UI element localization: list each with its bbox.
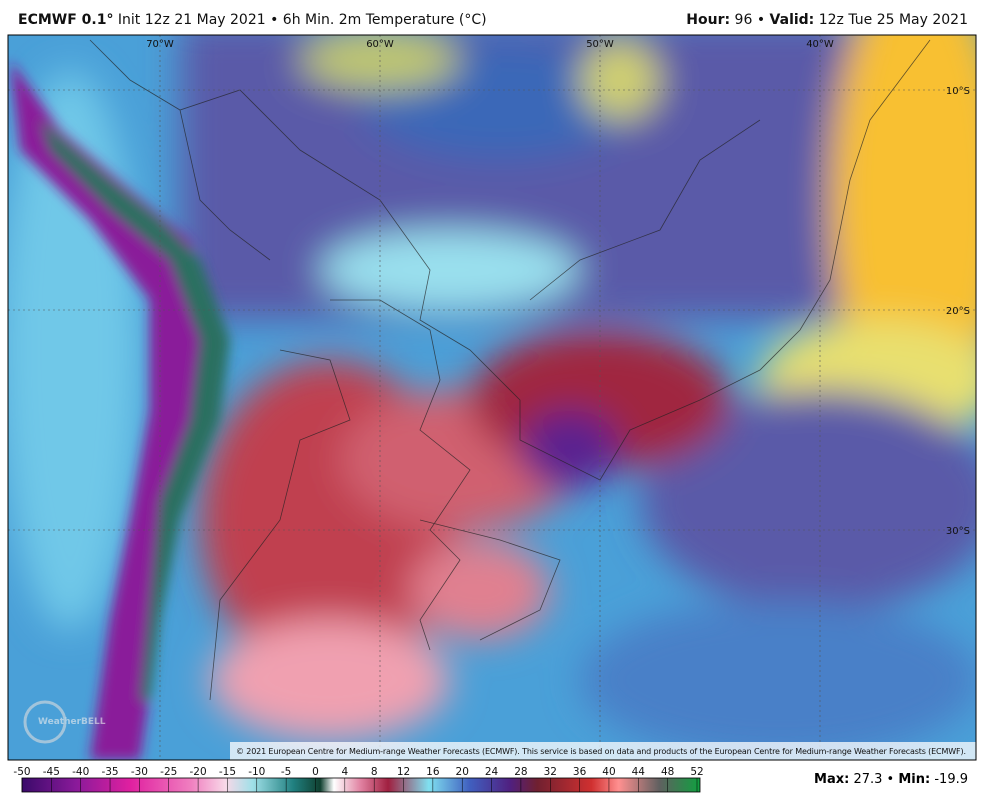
- header-left: ECMWF 0.1° Init 12z 21 May 2021 • 6h Min…: [18, 12, 487, 28]
- lat-label: 20°S: [946, 306, 970, 317]
- hour-label: Hour:: [686, 12, 731, 28]
- header-right: Hour: 96 • Valid: 12z Tue 25 May 2021: [686, 12, 968, 28]
- lon-label: 50°W: [586, 39, 614, 50]
- separator: •: [886, 772, 895, 787]
- max: 27.3: [853, 772, 883, 787]
- colorbar-tick-label: 40: [602, 766, 615, 778]
- colorbar-tick-label: -50: [13, 766, 30, 778]
- colorbar-tick-label: -10: [248, 766, 265, 778]
- colorbar-tick-label: 4: [341, 766, 348, 778]
- colorbar-tick-label: -30: [131, 766, 148, 778]
- colorbar-tick-label: -20: [190, 766, 207, 778]
- info: Init 12z 21 May 2021 • 6h Min. 2m Temper…: [117, 12, 487, 28]
- colorbar-tick-label: -35: [101, 766, 118, 778]
- watermark-text: WeatherBELL: [38, 717, 106, 727]
- footer: Max: 27.3 • Min: -19.9: [814, 772, 968, 787]
- valid-label: Valid:: [769, 12, 815, 28]
- lat-label: 30°S: [946, 526, 970, 537]
- colorbar-tick-label: 20: [456, 766, 469, 778]
- max-label: Max:: [814, 772, 850, 787]
- map-field: [8, 35, 976, 760]
- copyright: © 2021 European Centre for Medium-range …: [236, 747, 966, 756]
- watermark: WeatherBELL: [23, 700, 106, 744]
- colorbar-tick-label: -15: [219, 766, 236, 778]
- colorbar-tick-label: 0: [312, 766, 319, 778]
- colorbar-tick-label: 48: [661, 766, 674, 778]
- colorbar-ticks: -50 -45 -40 -35 -30 -25 -20 -15 -10 -5 0 4 8 12 16 20 24…: [13, 766, 704, 792]
- lon-labels: 70°W 60°W 50°W 40°W 10°S 20°S 30°S: [146, 39, 970, 537]
- min: -19.9: [934, 772, 968, 787]
- hour: 96: [734, 12, 753, 28]
- min-label: Min:: [898, 772, 931, 787]
- colorbar-tick-label: 32: [544, 766, 557, 778]
- model: ECMWF 0.1°: [18, 12, 114, 28]
- colorbar-tick-label: 36: [573, 766, 587, 778]
- graticule: [8, 35, 976, 760]
- lon-label: 70°W: [146, 39, 174, 50]
- colorbar-tick-label: 44: [632, 766, 646, 778]
- colorbar-tick-label: -40: [72, 766, 89, 778]
- colorbar-tick-label: -45: [43, 766, 60, 778]
- lon-label: 60°W: [366, 39, 394, 50]
- separator: •: [756, 12, 766, 28]
- colorbar-tick-label: 8: [371, 766, 378, 778]
- colorbar-tick-label: -25: [160, 766, 177, 778]
- lat-label: 10°S: [946, 86, 970, 97]
- colorbar-tick-label: -5: [281, 766, 291, 778]
- valid: 12z Tue 25 May 2021: [818, 12, 968, 28]
- colorbar: [21, 777, 701, 793]
- colorbar-tick-label: 24: [485, 766, 499, 778]
- colorbar-tick-label: 52: [690, 766, 703, 778]
- colorbar-tick-label: 16: [426, 766, 440, 778]
- lon-label: 40°W: [806, 39, 834, 50]
- colorbar-tick-label: 12: [397, 766, 410, 778]
- colorbar-tick-label: 28: [514, 766, 527, 778]
